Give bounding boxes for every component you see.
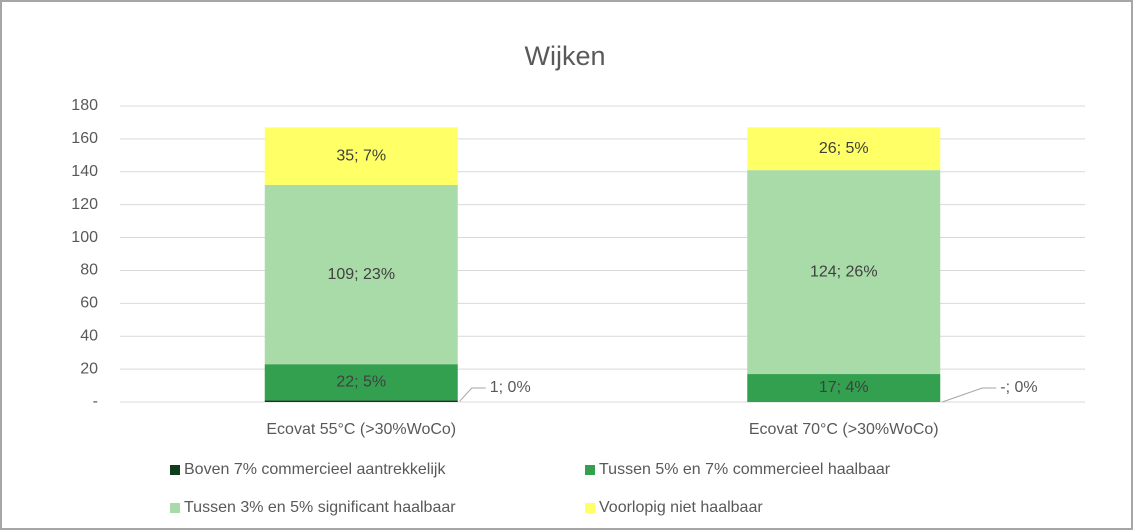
chart-title: Wijken bbox=[524, 41, 605, 71]
legend-swatch bbox=[585, 503, 595, 513]
y-tick-label: 40 bbox=[80, 327, 98, 344]
legend-swatch bbox=[170, 465, 180, 475]
legend-label: Boven 7% commercieel aantrekkelijk bbox=[184, 461, 446, 478]
legend-swatch bbox=[585, 465, 595, 475]
bar-segment bbox=[264, 364, 458, 401]
y-tick-label: - bbox=[93, 393, 98, 410]
data-label: 1; 0% bbox=[490, 379, 531, 396]
x-tick-label: Ecovat 70°C (>30%WoCo) bbox=[749, 421, 939, 438]
bar-segment bbox=[264, 400, 458, 402]
leader-line bbox=[942, 387, 997, 403]
bar-segment bbox=[264, 184, 458, 365]
bar-segment bbox=[264, 127, 458, 185]
y-tick-label: 140 bbox=[71, 163, 98, 180]
bar-segment bbox=[747, 170, 941, 375]
y-tick-label: 80 bbox=[80, 262, 98, 279]
y-tick-label: 20 bbox=[80, 360, 98, 377]
y-tick-label: 60 bbox=[80, 295, 98, 312]
y-tick-label: 120 bbox=[71, 196, 98, 213]
x-tick-label: Ecovat 55°C (>30%WoCo) bbox=[266, 421, 456, 438]
data-label: 17; 4% bbox=[819, 379, 869, 396]
data-label: 22; 5% bbox=[336, 373, 386, 390]
y-tick-label: 180 bbox=[71, 97, 98, 114]
legend-label: Voorlopig niet haalbaar bbox=[599, 499, 763, 516]
bar-segment bbox=[747, 374, 941, 402]
y-tick-label: 160 bbox=[71, 130, 98, 147]
data-label: 35; 7% bbox=[336, 147, 386, 164]
legend-label: Tussen 3% en 5% significant haalbaar bbox=[184, 499, 456, 516]
y-tick-label: 100 bbox=[71, 229, 98, 246]
data-label: 26; 5% bbox=[819, 140, 869, 157]
legend-swatch bbox=[170, 503, 180, 513]
data-label: 109; 23% bbox=[327, 266, 395, 283]
data-label: -; 0% bbox=[1000, 379, 1037, 396]
bar-segment bbox=[747, 127, 941, 171]
data-label: 124; 26% bbox=[810, 263, 878, 280]
leader-line bbox=[459, 387, 486, 402]
legend-label: Tussen 5% en 7% commercieel haalbaar bbox=[599, 461, 891, 478]
